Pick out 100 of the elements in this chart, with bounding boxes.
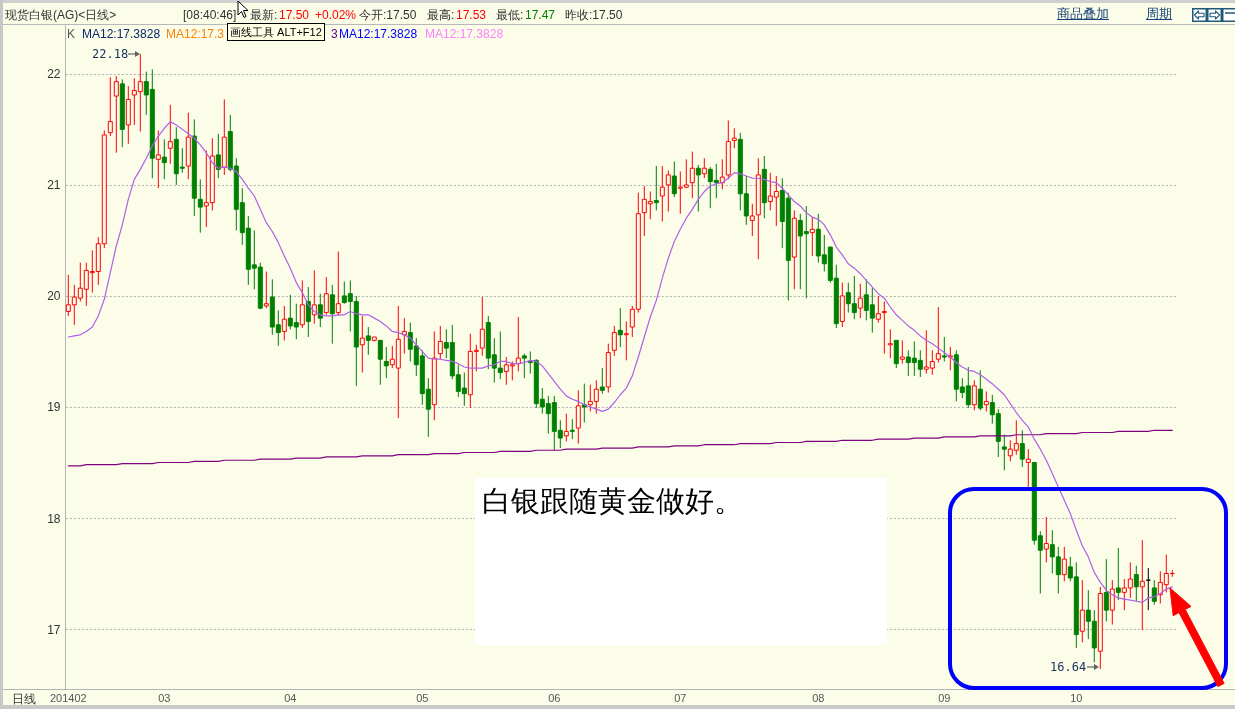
x-tick-label: 07 (674, 691, 687, 704)
candlestick (689, 151, 695, 199)
candlestick (653, 165, 659, 211)
candlestick (977, 369, 983, 411)
annotation: 白银跟随黄金做好。 (482, 484, 743, 518)
candlestick (215, 133, 221, 179)
candlestick (437, 325, 443, 360)
candlestick (941, 336, 947, 362)
annotation: MA12:17.3828 (339, 27, 418, 41)
x-tick-label: 09 (938, 691, 951, 704)
candlestick (1139, 539, 1145, 631)
y-tick-label: 18 (47, 511, 61, 526)
x-tick-label: 06 (548, 691, 561, 704)
candlestick (263, 271, 269, 309)
text: +0.02% (315, 8, 357, 22)
annotation: MA12:17.3828 (425, 27, 504, 41)
annotation: 画线工具 ALT+F12 (227, 23, 325, 41)
text: 最新: (250, 8, 278, 22)
x-tick-label: 10 (1070, 691, 1083, 704)
y-tick-label: 17 (47, 622, 61, 637)
x-tick-label: 03 (158, 691, 171, 704)
annotation: 22.18 (92, 47, 129, 61)
candlestick (197, 178, 203, 234)
candlestick (1079, 579, 1085, 643)
candlestick (857, 283, 863, 319)
text: 周期 (1146, 6, 1172, 21)
text: 17.47 (525, 8, 556, 22)
text: [08:40:46] (183, 8, 237, 22)
candlestick (971, 379, 977, 411)
candlestick (1109, 579, 1115, 626)
y-tick-label: 20 (47, 289, 61, 304)
candlestick (1001, 434, 1007, 471)
text: 今开:17.50 (359, 8, 417, 22)
annotation: 3 (331, 27, 338, 41)
candlestick (1133, 565, 1139, 602)
annotation: 16.64 (1050, 660, 1087, 674)
candlestick (695, 164, 701, 213)
candlestick (887, 328, 893, 359)
candlestick (377, 339, 383, 386)
candlestick (359, 315, 365, 374)
candlestick (623, 320, 629, 361)
text: 17.50 (279, 8, 310, 22)
candlestick (881, 300, 887, 355)
y-tick-label: 22 (47, 67, 61, 82)
candlestick (1019, 429, 1025, 468)
candlestick (1103, 558, 1109, 622)
candlestick (665, 169, 671, 213)
candlestick (1115, 547, 1121, 601)
candlestick (875, 295, 881, 324)
text: 日线 (12, 692, 36, 706)
candlestick (161, 138, 167, 180)
candlestick (701, 157, 707, 179)
candlestick (299, 279, 305, 329)
candlestick (281, 305, 287, 341)
text: 商品叠加 (1057, 6, 1109, 21)
candlestick (155, 129, 161, 189)
candlestick (1061, 546, 1067, 582)
annotation: MA12:17.3 (166, 27, 225, 41)
text: 最低: (496, 8, 524, 22)
candlestick (899, 339, 905, 365)
y-tick-label: 19 (47, 400, 61, 415)
candlestick (107, 76, 113, 137)
x-tick-label: 08 (812, 691, 825, 704)
candlestick (809, 216, 815, 257)
candlestick (113, 75, 119, 154)
candlestick (935, 306, 941, 364)
chart-title: 现货白银(AG)<日线> (5, 8, 117, 22)
candlestick (335, 251, 341, 317)
candlestick (569, 418, 575, 440)
candlestick (893, 339, 899, 369)
y-tick-label: 21 (47, 178, 61, 193)
candlestick (323, 276, 329, 316)
candlestick (947, 346, 953, 371)
candlestick (383, 346, 389, 379)
candlestick (305, 286, 311, 338)
x-tick-label: 04 (284, 691, 297, 704)
candlestick (659, 165, 665, 223)
text: 昨收:17.50 (565, 8, 623, 22)
candlestick (617, 307, 623, 348)
candlestick (599, 367, 605, 395)
candlestick (581, 383, 587, 424)
candlestick (521, 353, 527, 379)
line-series (67, 429, 1173, 467)
candlestick (563, 413, 569, 442)
candlestick (983, 390, 989, 412)
candlestick (515, 316, 521, 372)
candlestick (365, 326, 371, 356)
x-tick-label: 05 (416, 691, 429, 704)
candlestick (671, 161, 677, 198)
candlestick (479, 296, 485, 357)
candlestick (329, 284, 335, 345)
candlestick (317, 293, 323, 328)
text: 最高: (427, 8, 455, 22)
text: 17.53 (456, 8, 487, 22)
candlestick (611, 325, 617, 357)
candlestick (1025, 448, 1031, 488)
annotation: K (67, 27, 76, 41)
candlestick (731, 127, 737, 149)
candlestick (167, 104, 173, 165)
annotation: MA12:17.3828 (82, 27, 161, 41)
